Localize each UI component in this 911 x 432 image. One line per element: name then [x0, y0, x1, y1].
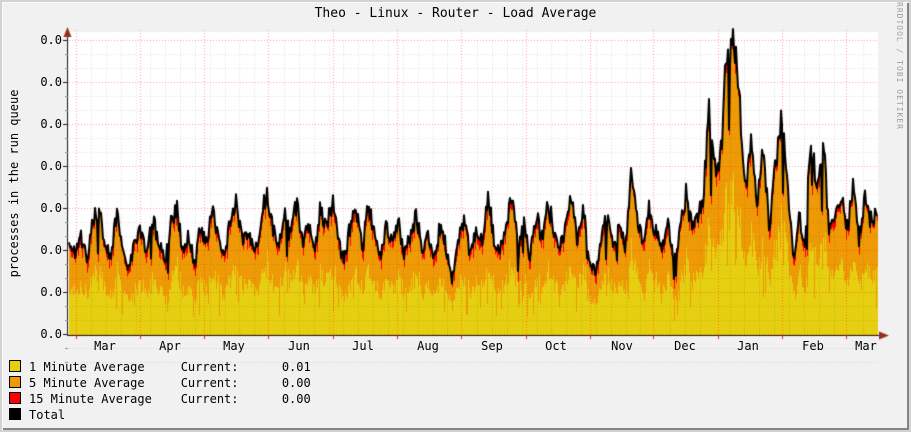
legend-swatch-icon [9, 360, 21, 372]
legend-row: Total [9, 407, 311, 423]
y-tick-label: 0.0 [40, 117, 62, 131]
legend-current-label: Current: [180, 360, 239, 374]
legend-series-name: 15 Minute Average [29, 392, 152, 406]
legend-series-name: 5 Minute Average [29, 376, 145, 390]
x-tick-label: Mar [855, 339, 877, 353]
x-tick-label: Jul [352, 339, 374, 353]
x-tick-label: Jun [288, 339, 310, 353]
x-tick-label: Jan [737, 339, 759, 353]
y-tick-label: 0.0 [40, 33, 62, 47]
chart-title: Theo - Linux - Router - Load Average [314, 6, 597, 21]
x-tick-label: Apr [159, 339, 181, 353]
legend-current-value: 0.00 [281, 392, 311, 406]
legend-current-value: 0.01 [281, 360, 311, 374]
legend-swatch-icon [9, 408, 21, 420]
legend-series-name: 1 Minute Average [29, 360, 145, 374]
legend-current-label: Current: [180, 376, 239, 390]
legend-row: 15 Minute Average Current: 0.00 [9, 391, 311, 407]
x-tick-label: Aug [417, 339, 439, 353]
x-tick-label: Feb [802, 339, 824, 353]
y-tick-label: 0.0 [40, 327, 62, 341]
legend-current-label: Current: [180, 392, 239, 406]
y-tick-label: 0.0 [40, 243, 62, 257]
legend-row: 5 Minute Average Current: 0.00 [9, 375, 311, 391]
y-axis-label: processes in the run queue [7, 89, 21, 278]
y-tick-label: 0.0 [40, 75, 62, 89]
y-tick-label: 0.0 [40, 159, 62, 173]
y-tick-label: 0.0 [40, 285, 62, 299]
rrdtool-watermark: RRDTOOL / TOBI OETIKER [895, 2, 904, 130]
x-tick-label: Sep [481, 339, 503, 353]
y-tick-label: 0.0 [40, 201, 62, 215]
legend-series-name: Total [29, 408, 66, 422]
legend-current-value: 0.00 [281, 376, 311, 390]
legend-swatch-icon [9, 376, 21, 388]
legend-row: 1 Minute Average Current: 0.01 [9, 359, 311, 375]
x-tick-label: Dec [674, 339, 696, 353]
x-tick-label: Nov [611, 339, 633, 353]
x-tick-label: Oct [545, 339, 567, 353]
chart-legend: 1 Minute Average Current: 0.01 5 Minute Ave… [9, 359, 311, 423]
x-tick-label: May [223, 339, 245, 353]
x-tick-label: Mar [94, 339, 116, 353]
legend-swatch-icon [9, 392, 21, 404]
